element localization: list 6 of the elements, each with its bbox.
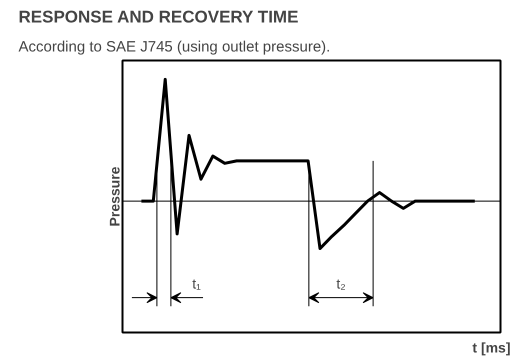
chart-subtitle: According to SAE J745 (using outlet pressure). bbox=[18, 38, 330, 56]
text: t₂ bbox=[336, 276, 346, 292]
text: t [ms] bbox=[472, 340, 511, 356]
chart-title: RESPONSE AND RECOVERY TIME bbox=[18, 8, 298, 26]
y-axis-title: Pressure bbox=[106, 166, 122, 226]
text: t₁ bbox=[192, 276, 202, 292]
